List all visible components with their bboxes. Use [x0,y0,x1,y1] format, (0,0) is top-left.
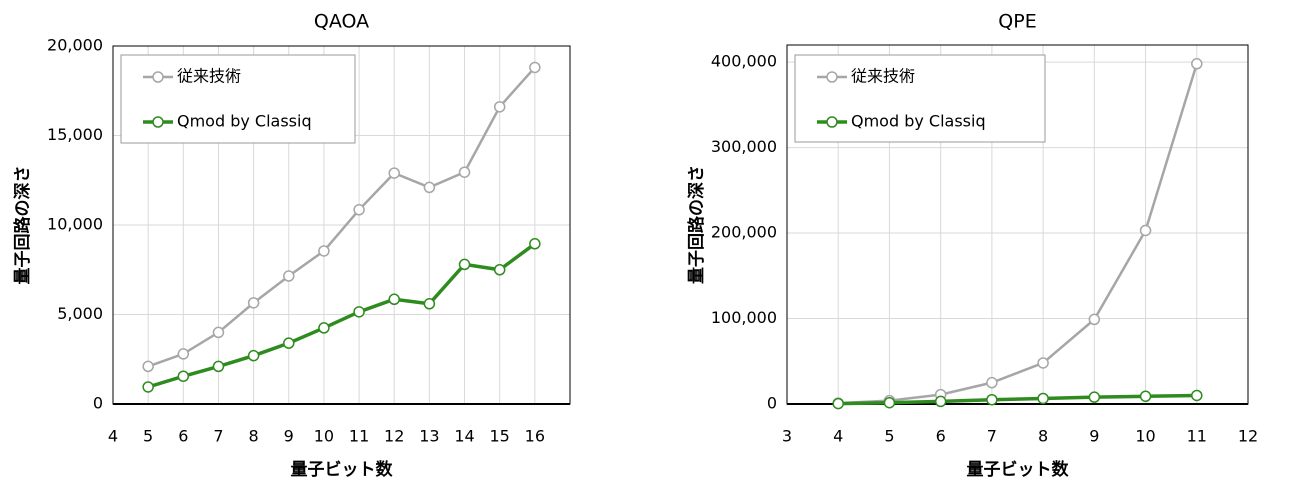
series-line [147,242,536,389]
data-point [142,360,154,373]
y-tick-label: 100,000 [711,308,777,327]
x-tick-label: 5 [884,427,894,446]
data-point [247,297,260,309]
data-point [493,264,506,276]
data-point [832,397,844,410]
x-tick-label: 13 [419,427,439,446]
legend-marker [826,116,838,128]
data-point [423,298,436,310]
data-point [986,376,998,389]
x-tick-label: 5 [143,427,153,446]
y-axis-label: 量子回路の深さ [686,165,707,284]
y-tick-label: 20,000 [47,36,103,55]
x-tick-label: 10 [1135,427,1155,446]
x-tick-label: 11 [349,427,369,446]
data-point [247,349,260,362]
x-tick-label: 7 [213,427,223,446]
x-axis-label: 量子ビット数 [291,459,394,480]
y-tick-label: 400,000 [711,52,777,71]
data-point [529,61,541,74]
x-tick-label: 9 [284,427,294,446]
x-tick-label: 7 [987,427,997,446]
series-line [838,393,1197,406]
x-tick-label: 6 [936,427,946,446]
legend-box [120,54,356,144]
series-line [147,66,536,368]
chart-title: QAOA [314,11,369,33]
data-point [177,348,190,360]
x-tick-label: 9 [1089,427,1099,446]
data-point [1191,58,1203,70]
data-point [388,293,400,306]
y-axis-label: 量子回路の深さ [12,166,33,285]
y-tick-label: 200,000 [711,223,777,242]
x-tick-label: 8 [1038,427,1048,446]
x-axis-label: 量子ビット数 [967,459,1070,480]
data-point [934,395,947,408]
y-tick-label: 15,000 [47,125,103,144]
legend-label: 従来技術 [177,67,241,86]
chart: QPE 0 100,000 200,000 300,000 400,000 3 4 5 6 7 8 9 1… [686,11,1258,481]
data-point [529,238,541,250]
data-point [177,370,190,383]
x-tick-label: 12 [384,427,404,446]
data-point [283,270,295,282]
legend-label: 従来技術 [851,67,915,86]
data-point [1037,357,1049,369]
data-point [458,166,471,178]
data-point [458,258,471,271]
x-tick-label: 4 [108,427,118,446]
y-tick-label: 10,000 [47,215,103,234]
chart: QAOA 0 5,000 10,000 15,000 20,000 4 5 6 7 8 9 10 11 12… [12,11,571,480]
legend-marker [152,71,164,83]
data-point [883,396,896,409]
legend-label: Qmod by Classiq [177,112,312,131]
data-point [1139,224,1152,237]
data-point [212,360,225,373]
data-point [142,381,154,393]
data-point [493,101,506,113]
data-point [283,337,295,349]
data-point [1088,313,1101,326]
data-point [353,204,365,216]
y-tick-label: 0 [93,394,103,413]
data-point [423,181,436,194]
data-point [318,322,330,334]
series-line [838,63,1198,405]
x-tick-label: 4 [833,427,843,446]
data-point [318,245,330,257]
data-point [986,393,998,406]
x-tick-label: 16 [525,427,545,446]
data-point [1191,389,1203,402]
legend-marker [152,116,164,128]
x-tick-label: 12 [1238,427,1258,446]
data-point [1088,391,1101,403]
x-tick-label: 3 [782,427,792,446]
data-point [1139,390,1152,403]
data-point [353,306,365,318]
legend-marker [826,71,838,83]
legend-box [794,54,1046,143]
y-tick-label: 0 [767,394,777,413]
x-tick-label: 11 [1187,427,1207,446]
x-tick-label: 14 [454,427,474,446]
x-tick-label: 10 [314,427,334,446]
x-tick-label: 15 [490,427,510,446]
x-tick-label: 8 [249,427,259,446]
y-tick-label: 300,000 [711,137,777,156]
y-tick-label: 5,000 [57,304,103,323]
data-point [212,326,225,339]
data-point [1037,392,1049,405]
chart-title: QPE [998,11,1036,33]
x-tick-label: 6 [178,427,188,446]
data-point [388,167,400,179]
legend-label: Qmod by Classiq [851,112,986,131]
